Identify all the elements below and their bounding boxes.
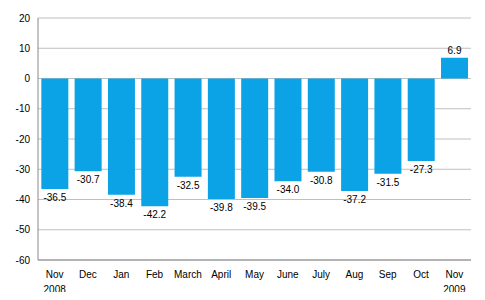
- svg-text:-36.5: -36.5: [43, 192, 66, 203]
- svg-text:April: April: [211, 269, 231, 280]
- svg-text:0: 0: [24, 73, 30, 84]
- svg-text:-34.0: -34.0: [277, 184, 300, 195]
- svg-text:May: May: [245, 269, 264, 280]
- svg-text:-27.3: -27.3: [410, 164, 433, 175]
- svg-text:-10: -10: [16, 103, 31, 114]
- svg-text:Jan: Jan: [113, 269, 129, 280]
- svg-text:Aug: Aug: [346, 269, 364, 280]
- svg-text:-42.2: -42.2: [143, 209, 166, 220]
- svg-text:-32.5: -32.5: [177, 180, 200, 191]
- svg-text:20: 20: [19, 13, 31, 24]
- svg-text:Nov: Nov: [445, 269, 463, 280]
- svg-text:-30.8: -30.8: [310, 175, 333, 186]
- svg-text:-30: -30: [16, 164, 31, 175]
- svg-text:2008: 2008: [44, 284, 67, 292]
- svg-text:-20: -20: [16, 134, 31, 145]
- svg-text:June: June: [277, 269, 299, 280]
- svg-text:July: July: [312, 269, 330, 280]
- svg-text:-30.7: -30.7: [77, 174, 100, 185]
- svg-text:-31.5: -31.5: [377, 177, 400, 188]
- svg-text:-50: -50: [16, 224, 31, 235]
- svg-text:-39.8: -39.8: [210, 202, 233, 213]
- svg-text:-40: -40: [16, 194, 31, 205]
- svg-text:Sep: Sep: [379, 269, 397, 280]
- svg-text:10: 10: [19, 43, 31, 54]
- svg-text:-39.5: -39.5: [243, 201, 266, 212]
- svg-text:March: March: [174, 269, 202, 280]
- svg-text:-38.4: -38.4: [110, 198, 133, 209]
- svg-text:Dec: Dec: [79, 269, 97, 280]
- svg-text:2009: 2009: [443, 284, 466, 292]
- svg-text:Feb: Feb: [146, 269, 164, 280]
- svg-text:Oct: Oct: [413, 269, 429, 280]
- svg-text:6.9: 6.9: [448, 45, 462, 56]
- svg-text:Nov: Nov: [46, 269, 64, 280]
- svg-text:-60: -60: [16, 255, 31, 266]
- svg-text:-37.2: -37.2: [343, 194, 366, 205]
